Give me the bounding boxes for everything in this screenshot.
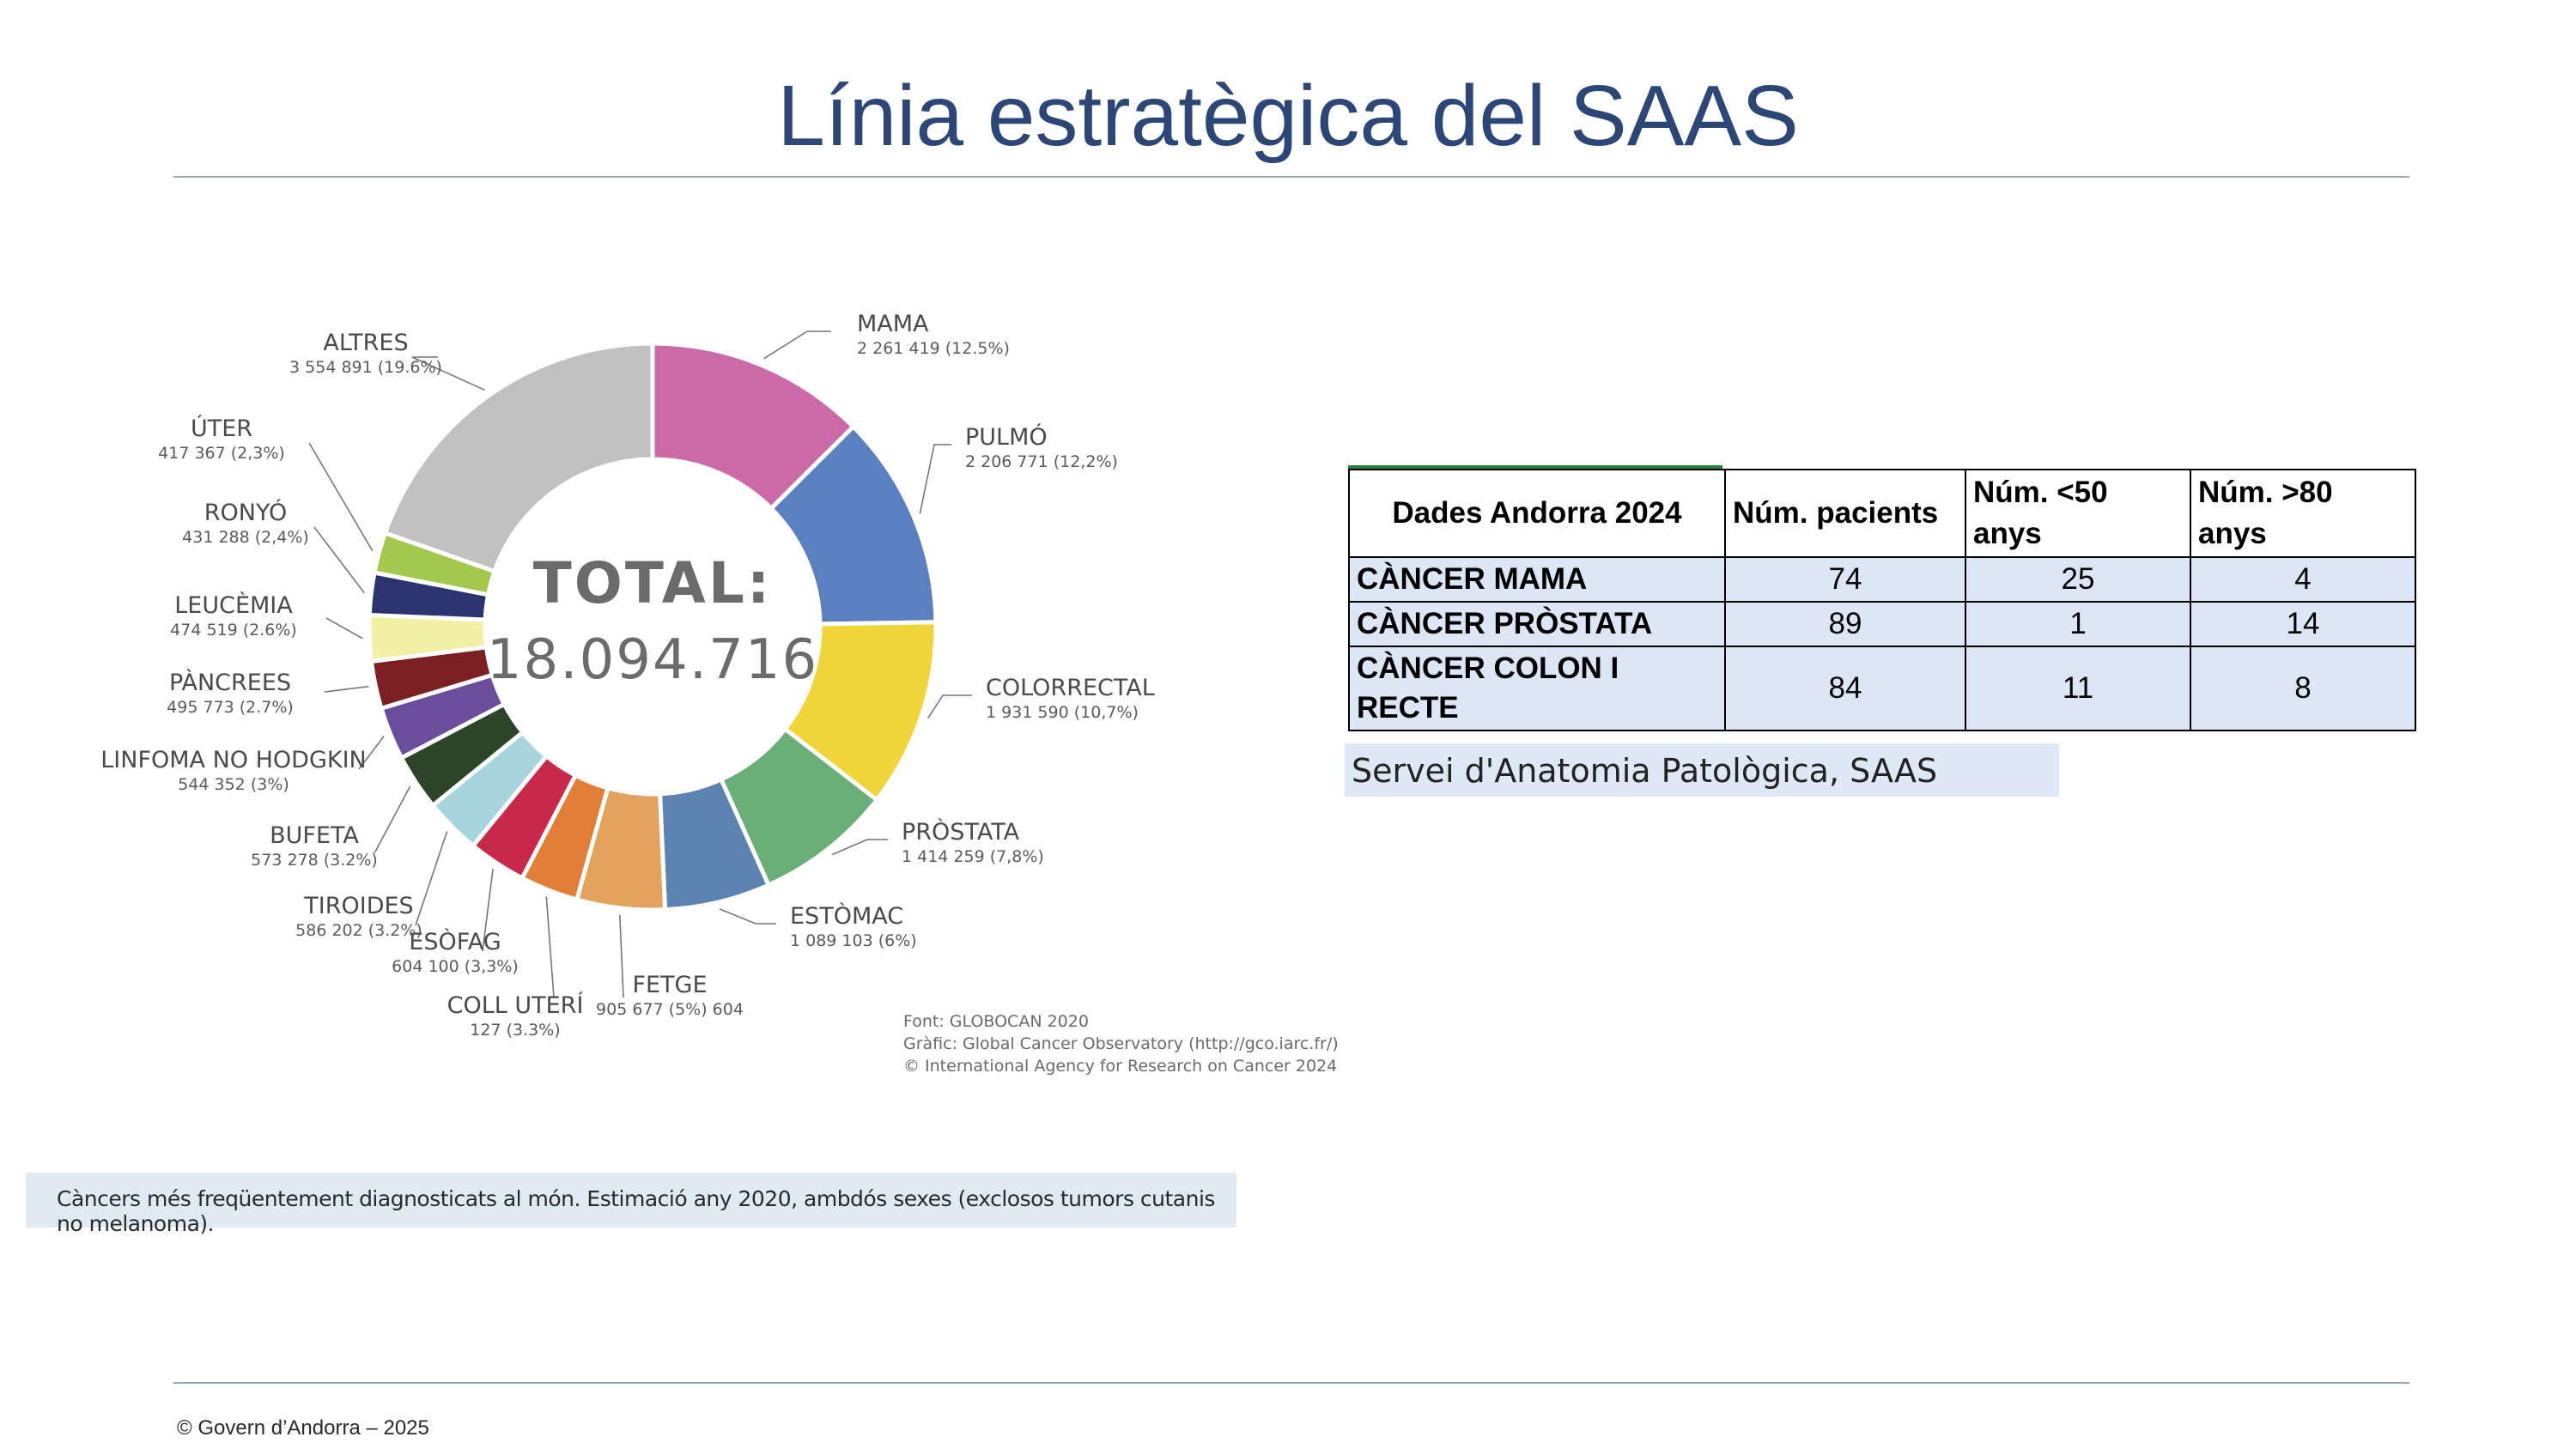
top-divider bbox=[173, 176, 2409, 178]
slide-title: Línia estratègica del SAAS bbox=[777, 68, 1799, 164]
slice-value-label: 544 352 (3%) bbox=[178, 775, 289, 794]
table-source: Servei d'Anatomia Patològica, SAAS bbox=[1352, 752, 1938, 790]
table-cell: 8 bbox=[2190, 646, 2416, 731]
table-cell: 14 bbox=[2190, 601, 2416, 647]
slice-value-label: 1 931 590 (10,7%) bbox=[986, 703, 1139, 722]
slice-value-label: 1 089 103 (6%) bbox=[790, 931, 917, 950]
leader-line bbox=[324, 685, 369, 693]
table-row: CÀNCER COLON I RECTE 84 11 8 bbox=[1348, 646, 2416, 731]
chart-source-line: Font: GLOBOCAN 2020 bbox=[903, 1012, 1089, 1031]
chart-source-line: Gràfic: Global Cancer Observatory (http:… bbox=[903, 1034, 1339, 1053]
leader-line bbox=[358, 736, 385, 770]
leader-line bbox=[325, 617, 363, 640]
table-cell: 89 bbox=[1724, 601, 1966, 647]
slice-label: ESTÒMAC bbox=[790, 902, 903, 930]
bottom-divider bbox=[173, 1382, 2409, 1384]
slice-label: MAMA bbox=[857, 311, 929, 337]
slice-label: PÀNCREES bbox=[169, 669, 291, 696]
table-cell: 25 bbox=[1965, 556, 2191, 603]
slice-label: FETGE bbox=[632, 972, 707, 998]
slice-label: COLORRECTAL bbox=[986, 675, 1155, 701]
slice-label: ALTRES bbox=[323, 330, 408, 356]
leader-line bbox=[927, 694, 972, 719]
table-cell: 74 bbox=[1724, 556, 1966, 603]
slice-value-label: 573 278 (3.2%) bbox=[251, 851, 378, 870]
table-source-box: Servei d'Anatomia Patològica, SAAS bbox=[1345, 743, 2059, 797]
slice-value-label: 1 414 259 (7,8%) bbox=[902, 847, 1044, 866]
footer-copyright: © Govern d’Andorra – 2025 bbox=[177, 1416, 429, 1440]
slice-value-label: 2 206 771 (12,2%) bbox=[965, 452, 1118, 471]
table-cell: 1 bbox=[1965, 601, 2191, 647]
table-row: CÀNCER MAMA 74 25 4 bbox=[1348, 556, 2416, 603]
slice-label: ÚTER bbox=[191, 415, 252, 442]
slice-value-label: 905 677 (5%) 604 bbox=[596, 1000, 744, 1019]
slice-value-label: 2 261 419 (12.5%) bbox=[857, 339, 1010, 358]
chart-caption-box: Càncers més freqüentement diagnosticats … bbox=[26, 1173, 1236, 1236]
leader-line bbox=[411, 356, 485, 391]
slice-label: TIROIDES bbox=[303, 893, 413, 919]
table-cell: CÀNCER PRÒSTATA bbox=[1348, 601, 1726, 647]
table-header-cell: Núm. <50 anys bbox=[1965, 469, 2191, 558]
slice-label: LEUCÈMIA bbox=[174, 591, 293, 619]
slice-value-label: 604 100 (3,3%) bbox=[392, 957, 519, 976]
slice-value-label: 586 202 (3.2%) bbox=[295, 921, 422, 940]
donut-slice bbox=[382, 341, 655, 574]
leader-line bbox=[374, 785, 411, 854]
leader-line bbox=[415, 831, 448, 926]
leader-line bbox=[763, 330, 831, 360]
table-accent-border bbox=[1348, 465, 1722, 469]
slice-label: LINFOMA NO HODGKIN bbox=[100, 747, 367, 773]
slice-value-label: 127 (3.3%) bbox=[470, 1021, 560, 1040]
table-cell: CÀNCER MAMA bbox=[1348, 556, 1726, 603]
slice-value-label: 3 554 891 (19.6%) bbox=[289, 358, 442, 377]
table-header-cell: Núm. pacients bbox=[1724, 469, 1966, 558]
table-cell: 4 bbox=[2190, 556, 2416, 603]
leader-line bbox=[719, 908, 776, 925]
slice-label: PULMÓ bbox=[965, 423, 1048, 451]
table-header-cell: Núm. >80 anys bbox=[2190, 469, 2416, 558]
chart-source-line: © International Agency for Research on C… bbox=[903, 1057, 1337, 1076]
slice-value-label: 431 288 (2,4%) bbox=[182, 528, 309, 547]
slice-value-label: 417 367 (2,3%) bbox=[158, 444, 285, 463]
slice-label: COLL UTERÍ bbox=[447, 991, 584, 1019]
slice-label: PRÒSTATA bbox=[902, 818, 1020, 846]
leader-line bbox=[919, 444, 951, 514]
center-total-label: TOTAL: bbox=[533, 550, 773, 616]
slice-value-label: 474 519 (2.6%) bbox=[170, 621, 297, 640]
chart-caption: Càncers més freqüentement diagnosticats … bbox=[57, 1186, 1215, 1236]
leader-line bbox=[545, 896, 555, 998]
slice-label: ESÒFAG bbox=[409, 928, 501, 955]
leader-line bbox=[313, 526, 365, 594]
slice-label: BUFETA bbox=[270, 822, 359, 849]
slice-value-label: 495 773 (2.7%) bbox=[167, 698, 294, 717]
table-header-row: Dades Andorra 2024 Núm. pacients Núm. <5… bbox=[1348, 469, 2416, 558]
leader-line bbox=[831, 839, 888, 856]
table-row: CÀNCER PRÒSTATA 89 1 14 bbox=[1348, 601, 2416, 647]
center-total-value: 18.094.716 bbox=[487, 628, 818, 692]
table-cell: CÀNCER COLON I RECTE bbox=[1348, 646, 1726, 731]
slice-label: RONYÓ bbox=[204, 499, 287, 526]
table-cell: 11 bbox=[1965, 646, 2191, 731]
table-header-cell: Dades Andorra 2024 bbox=[1348, 469, 1726, 558]
andorra-data-table: Dades Andorra 2024 Núm. pacients Núm. <5… bbox=[1348, 469, 2416, 731]
leader-line bbox=[482, 869, 494, 952]
table-cell: 84 bbox=[1724, 646, 1966, 731]
leader-line bbox=[308, 442, 374, 552]
leader-line bbox=[618, 914, 624, 998]
